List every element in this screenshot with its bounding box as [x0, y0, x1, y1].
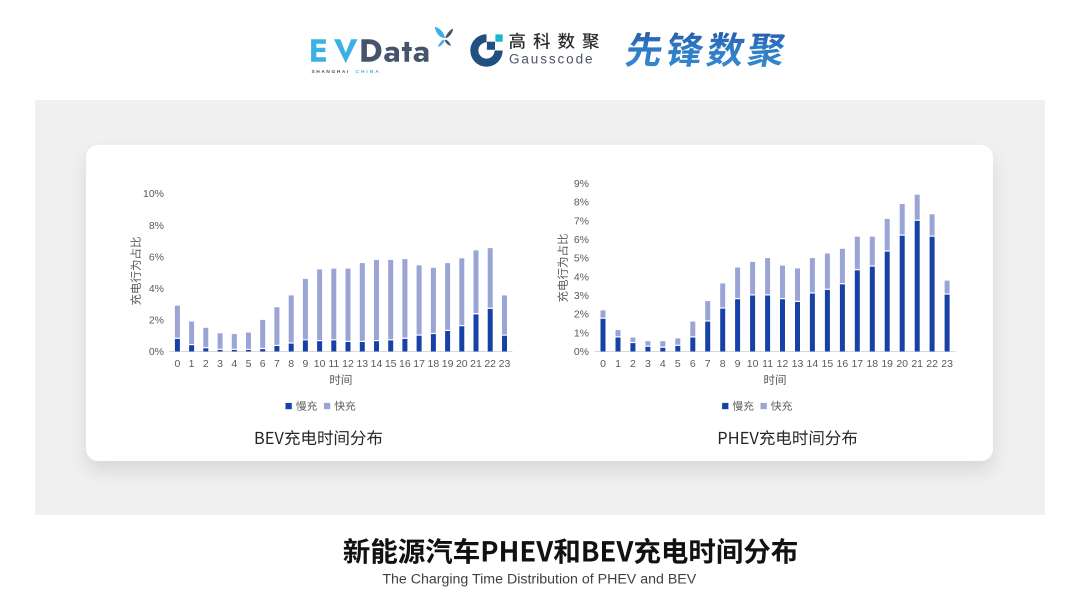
svg-text:7: 7 [705, 358, 711, 370]
svg-text:1: 1 [615, 358, 621, 370]
svg-text:0%: 0% [574, 346, 589, 358]
svg-text:4%: 4% [574, 271, 589, 283]
svg-text:6: 6 [260, 358, 266, 370]
svg-text:5: 5 [246, 358, 252, 370]
svg-text:4%: 4% [149, 283, 164, 295]
svg-text:16: 16 [837, 358, 849, 370]
svg-text:1%: 1% [574, 327, 589, 339]
svg-text:2%: 2% [574, 309, 589, 321]
svg-text:19: 19 [442, 358, 454, 370]
svg-text:0: 0 [600, 358, 606, 370]
svg-text:22: 22 [484, 358, 496, 370]
svg-text:14: 14 [371, 358, 383, 370]
svg-text:14: 14 [807, 358, 819, 370]
svg-text:18: 18 [428, 358, 440, 370]
svg-text:9: 9 [735, 358, 741, 370]
svg-text:11: 11 [328, 358, 339, 370]
svg-text:8: 8 [720, 358, 726, 370]
svg-text:CHINA: CHINA [356, 69, 381, 75]
svg-text:2: 2 [630, 358, 636, 370]
svg-text:19: 19 [881, 358, 893, 370]
svg-text:5%: 5% [574, 253, 589, 265]
svg-text:16: 16 [399, 358, 411, 370]
svg-text:10: 10 [314, 358, 326, 370]
svg-text:3%: 3% [574, 290, 589, 302]
svg-text:5: 5 [675, 358, 681, 370]
svg-text:8%: 8% [574, 197, 589, 209]
svg-text:2%: 2% [149, 315, 164, 327]
svg-text:1: 1 [189, 358, 195, 370]
svg-text:21: 21 [470, 358, 482, 370]
svg-text:20: 20 [896, 358, 908, 370]
svg-text:SHANGHAI: SHANGHAI [312, 69, 350, 75]
svg-text:22: 22 [926, 358, 938, 370]
svg-text:8%: 8% [149, 220, 164, 232]
svg-text:12: 12 [342, 358, 354, 370]
svg-text:23: 23 [499, 358, 511, 370]
svg-text:0: 0 [174, 358, 180, 370]
svg-text:6%: 6% [574, 234, 589, 246]
svg-text:17: 17 [413, 358, 425, 370]
svg-text:17: 17 [851, 358, 863, 370]
svg-text:15: 15 [822, 358, 834, 370]
svg-text:20: 20 [456, 358, 468, 370]
svg-text:3: 3 [645, 358, 651, 370]
svg-text:6: 6 [690, 358, 696, 370]
svg-text:The Charging Time Distribution: The Charging Time Distribution of PHEV a… [382, 572, 696, 588]
svg-text:4: 4 [231, 358, 237, 370]
svg-text:13: 13 [356, 358, 368, 370]
svg-text:3: 3 [217, 358, 223, 370]
svg-text:7%: 7% [574, 215, 589, 227]
svg-text:15: 15 [385, 358, 397, 370]
svg-text:9: 9 [302, 358, 308, 370]
svg-text:6%: 6% [149, 251, 164, 263]
svg-text:2: 2 [203, 358, 209, 370]
svg-text:Gausscode: Gausscode [509, 52, 594, 67]
svg-text:4: 4 [660, 358, 666, 370]
svg-text:0%: 0% [149, 346, 164, 358]
svg-text:21: 21 [911, 358, 923, 370]
svg-text:10%: 10% [143, 188, 164, 200]
svg-text:12: 12 [777, 358, 789, 370]
svg-text:9%: 9% [574, 178, 589, 190]
svg-text:10: 10 [747, 358, 759, 370]
svg-text:11: 11 [762, 358, 773, 370]
svg-text:18: 18 [866, 358, 878, 370]
svg-text:13: 13 [792, 358, 804, 370]
svg-text:8: 8 [288, 358, 294, 370]
svg-text:23: 23 [941, 358, 953, 370]
svg-text:7: 7 [274, 358, 280, 370]
